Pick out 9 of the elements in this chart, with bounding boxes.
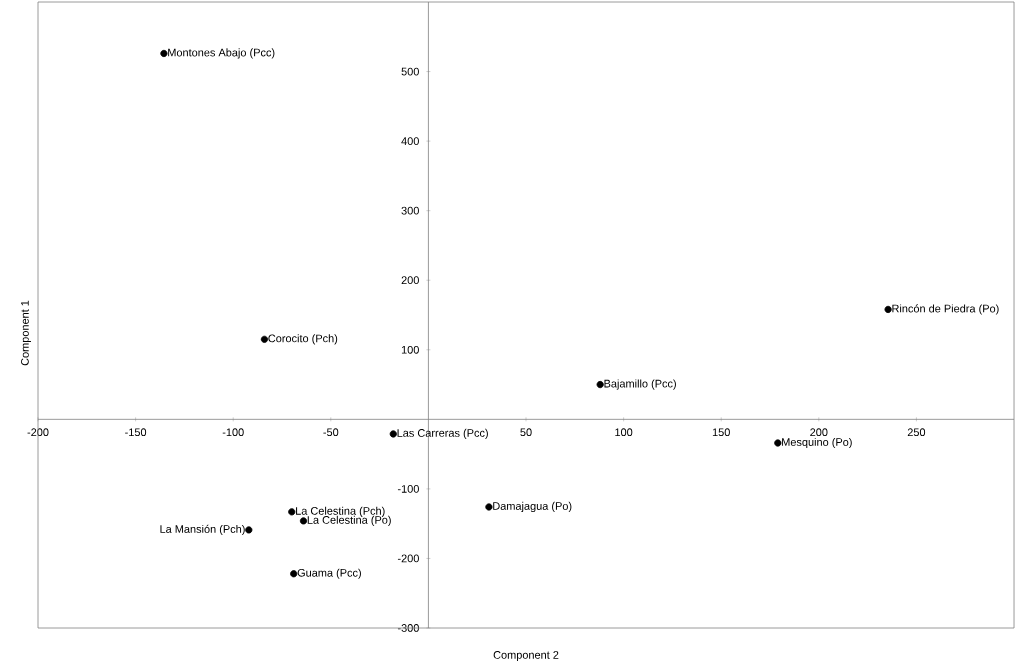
point	[485, 503, 493, 511]
point	[774, 439, 782, 447]
point	[596, 380, 604, 389]
point	[245, 526, 253, 534]
point	[389, 430, 397, 438]
point	[884, 305, 892, 314]
point	[288, 508, 296, 516]
point	[160, 49, 168, 58]
point	[299, 517, 308, 525]
